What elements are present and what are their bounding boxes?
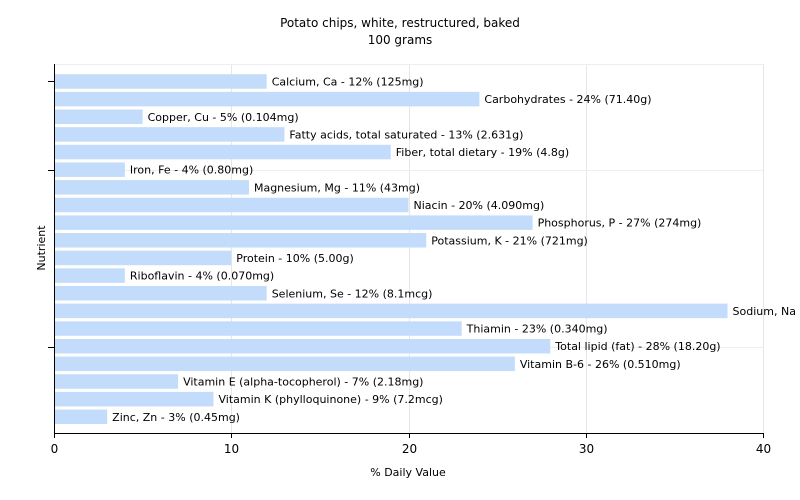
x-tick-label: 30	[579, 442, 594, 456]
bar	[55, 74, 267, 89]
bar	[55, 356, 515, 372]
y-axis-label: Nutrient	[35, 225, 48, 271]
bar	[55, 127, 285, 142]
x-tick-label: 10	[224, 442, 239, 456]
bar-label: Riboflavin - 4% (0.070mg)	[130, 270, 274, 283]
bar-label: Vitamin E (alpha-tocopherol) - 7% (2.18m…	[183, 376, 423, 389]
bar	[55, 338, 551, 354]
bar-label: Niacin - 20% (4.090mg)	[414, 199, 545, 212]
bar	[55, 268, 125, 283]
bar-label: Copper, Cu - 5% (0.104mg)	[148, 111, 299, 124]
bar-label: Zinc, Zn - 3% (0.45mg)	[112, 411, 240, 424]
bar-label: Fatty acids, total saturated - 13% (2.63…	[289, 128, 523, 141]
bar-label: Magnesium, Mg - 11% (43mg)	[254, 181, 420, 194]
x-axis-label: % Daily Value	[370, 466, 446, 479]
bar-label: Iron, Fe - 4% (0.80mg)	[130, 164, 253, 177]
bar	[55, 197, 409, 213]
bar	[55, 409, 108, 425]
bar-label: Protein - 10% (5.00g)	[236, 252, 354, 265]
bar	[55, 250, 232, 266]
bar-label: Potassium, K - 21% (721mg)	[431, 234, 588, 247]
chart-subtitle: 100 grams	[368, 33, 433, 47]
bar	[55, 391, 214, 407]
chart-title: Potato chips, white, restructured, baked	[280, 16, 520, 30]
bar-label: Fiber, total dietary - 19% (4.8g)	[396, 146, 569, 159]
bar	[55, 374, 179, 389]
bar	[55, 162, 125, 177]
bar	[55, 144, 391, 160]
bar	[55, 215, 533, 230]
bar-label: Thiamin - 23% (0.340mg)	[466, 323, 608, 336]
bar-label: Vitamin B-6 - 26% (0.510mg)	[520, 358, 681, 371]
bar	[55, 321, 462, 336]
bars: Calcium, Ca - 12% (125mg) Carbohydrates -…	[55, 74, 800, 425]
bar-label: Total lipid (fat) - 28% (18.20g)	[554, 340, 720, 353]
bar	[55, 180, 249, 195]
bar	[55, 233, 427, 248]
bar-label: Calcium, Ca - 12% (125mg)	[272, 75, 424, 88]
bar-label: Sodium, Na - 38% (917mg)	[733, 305, 800, 318]
bar-label: Selenium, Se - 12% (8.1mcg)	[272, 287, 433, 300]
bar	[55, 303, 728, 319]
axes: 0 10 20 30 40	[48, 64, 771, 456]
bar-label: Carbohydrates - 24% (71.40g)	[484, 93, 651, 106]
x-tick-label: 40	[756, 442, 771, 456]
x-tick-label: 0	[51, 442, 59, 456]
bar-label: Phosphorus, P - 27% (274mg)	[538, 217, 702, 230]
bar	[55, 286, 267, 301]
bar	[55, 109, 143, 124]
x-tick-label: 20	[402, 442, 417, 456]
bar-label: Vitamin K (phylloquinone) - 9% (7.2mcg)	[219, 393, 443, 406]
bar	[55, 91, 480, 107]
